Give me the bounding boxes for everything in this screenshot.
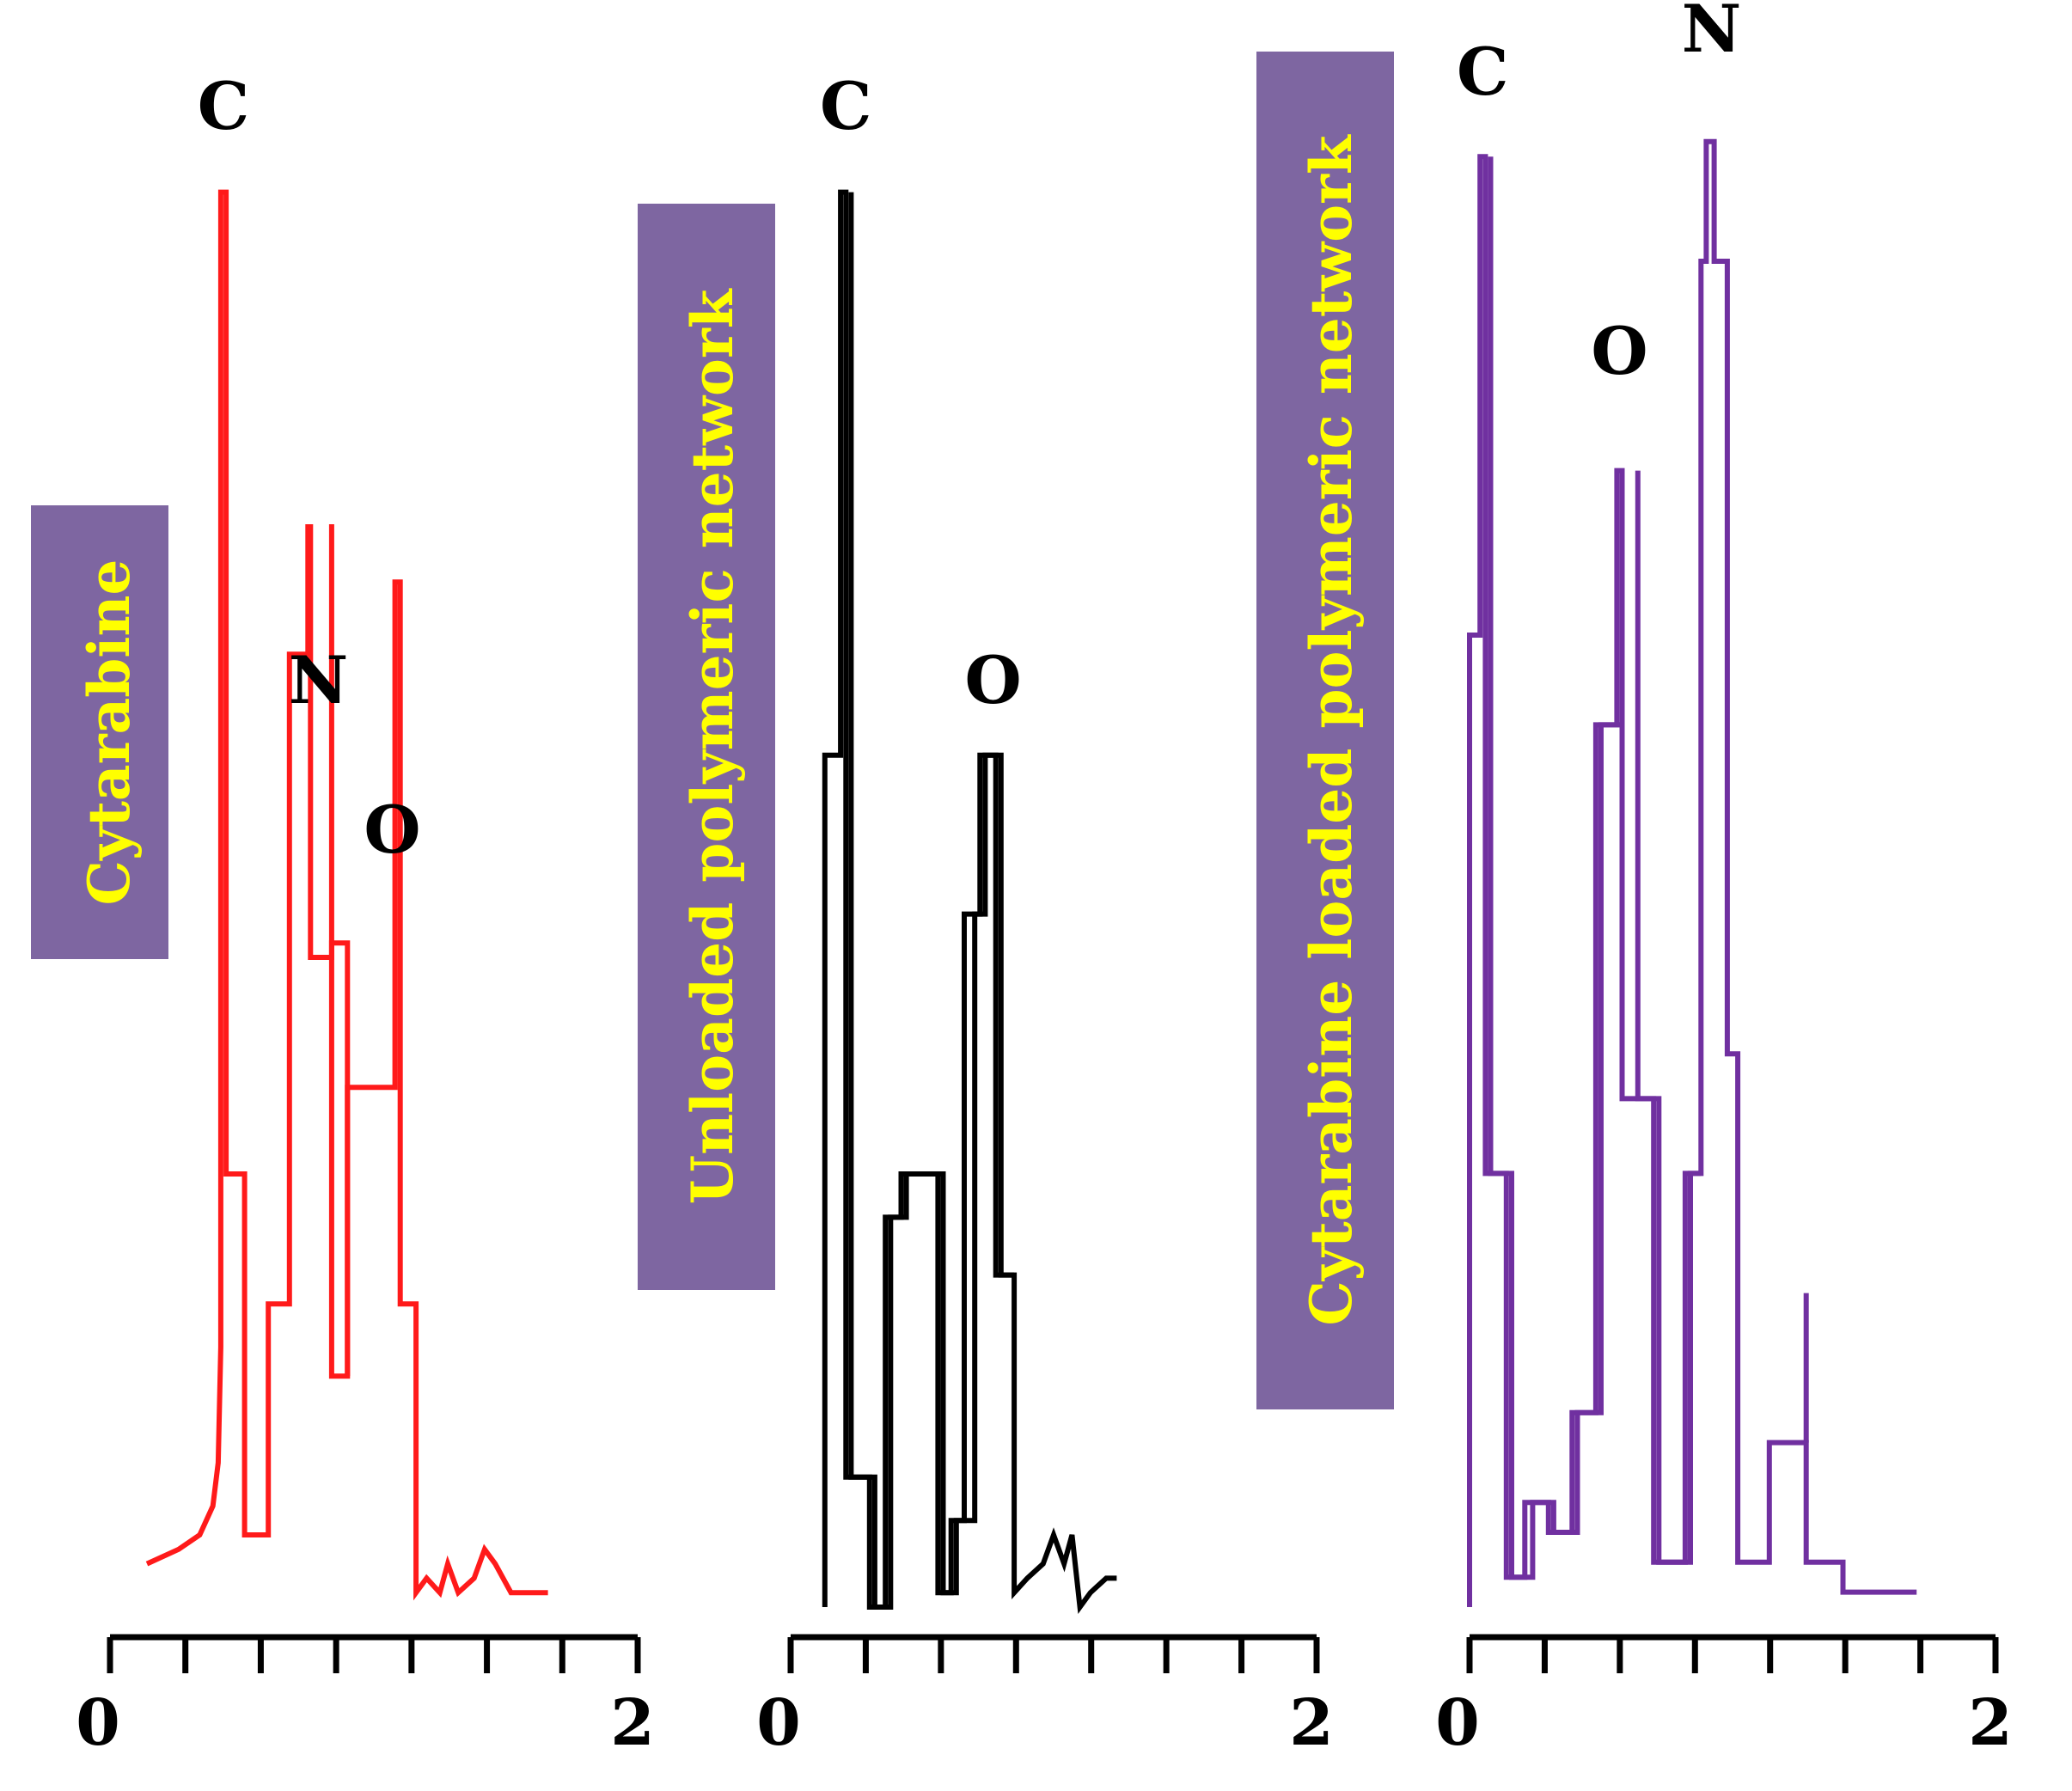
peak-labels: C O [820, 68, 1022, 718]
x-tick-label-2: 2 [1289, 1686, 1334, 1760]
x-tick-label-0: 0 [76, 1686, 120, 1760]
traces [145, 189, 548, 1601]
spectrum-trace-c [308, 524, 351, 1377]
sample-label-box [31, 505, 168, 959]
sample-label: Cytarabine [76, 559, 143, 906]
traces [1467, 138, 1917, 1607]
spectrum-trace-b [1488, 156, 1625, 1580]
peak-labels: C N O [198, 68, 421, 868]
sample-label-box [1256, 52, 1394, 1409]
peak-label-n: N [1682, 0, 1741, 67]
peak-label-n: N [289, 642, 348, 718]
peak-labels: C O N [1457, 0, 1741, 389]
axis [787, 1634, 1320, 1673]
peak-label-o: O [965, 642, 1022, 718]
axis [107, 1634, 641, 1673]
peak-label-o: O [364, 792, 420, 868]
peak-label-c: C [1457, 34, 1509, 110]
peak-label-o: O [1591, 313, 1647, 389]
panel-cytarabine-loaded-polymeric-network: Cytarabine loaded polymeric network C O … [1256, 0, 2013, 1760]
x-tick-label-0: 0 [1435, 1686, 1480, 1760]
axis [1466, 1634, 1999, 1673]
peak-label-c: C [198, 68, 250, 144]
x-tick-label-2: 2 [610, 1686, 655, 1760]
panel-unloaded-polymeric-network: Unloaded polymeric network C O 0 2 [638, 68, 1334, 1760]
sample-label-box [638, 204, 775, 1290]
spectrum-trace-a [145, 189, 311, 1567]
spectrum-trace-b [848, 192, 1015, 1610]
spectrum-trace-a [1467, 138, 1917, 1607]
spectrum-trace-a [822, 189, 1117, 1615]
peak-label-c: C [820, 68, 872, 144]
x-tick-label-2: 2 [1968, 1686, 2013, 1760]
x-tick-label-0: 0 [756, 1686, 801, 1760]
sample-label: Unloaded polymeric network [679, 288, 746, 1204]
sample-label: Cytarabine loaded polymeric network [1298, 134, 1365, 1325]
spectrum-trace-b [328, 524, 548, 1601]
panel-cytarabine: Cytarabine C N O 0 2 [31, 68, 655, 1760]
spectrum-trace-c [1635, 470, 1702, 1565]
traces [822, 189, 1117, 1615]
